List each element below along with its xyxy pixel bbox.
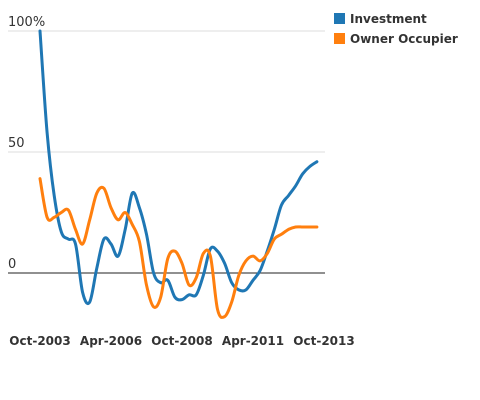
legend-swatch [334,13,345,24]
legend-swatch [334,33,345,44]
x-axis-ticks: Oct-2003 Apr-2006 Oct-2008 Apr-2011 Oct-2013 [9,334,354,348]
x-tick-label: Apr-2011 [222,334,284,348]
legend-label: Investment [350,12,427,26]
series-lines [38,29,319,319]
series-line-1 [38,177,319,319]
legend: Investment Owner Occupier [334,12,458,46]
y-axis-ticks: 100% 50 0 [8,15,45,272]
y-tick-label: 50 [8,136,25,151]
x-tick-label: Oct-2003 [9,334,70,348]
x-tick-label: Apr-2006 [80,334,142,348]
legend-label: Owner Occupier [350,32,458,46]
grid [8,30,325,274]
x-tick-label: Oct-2008 [151,334,212,348]
y-tick-label: 0 [8,257,16,272]
series-line-0 [38,29,319,306]
y-tick-label: 100% [8,15,45,30]
x-tick-label: Oct-2013 [293,334,354,348]
